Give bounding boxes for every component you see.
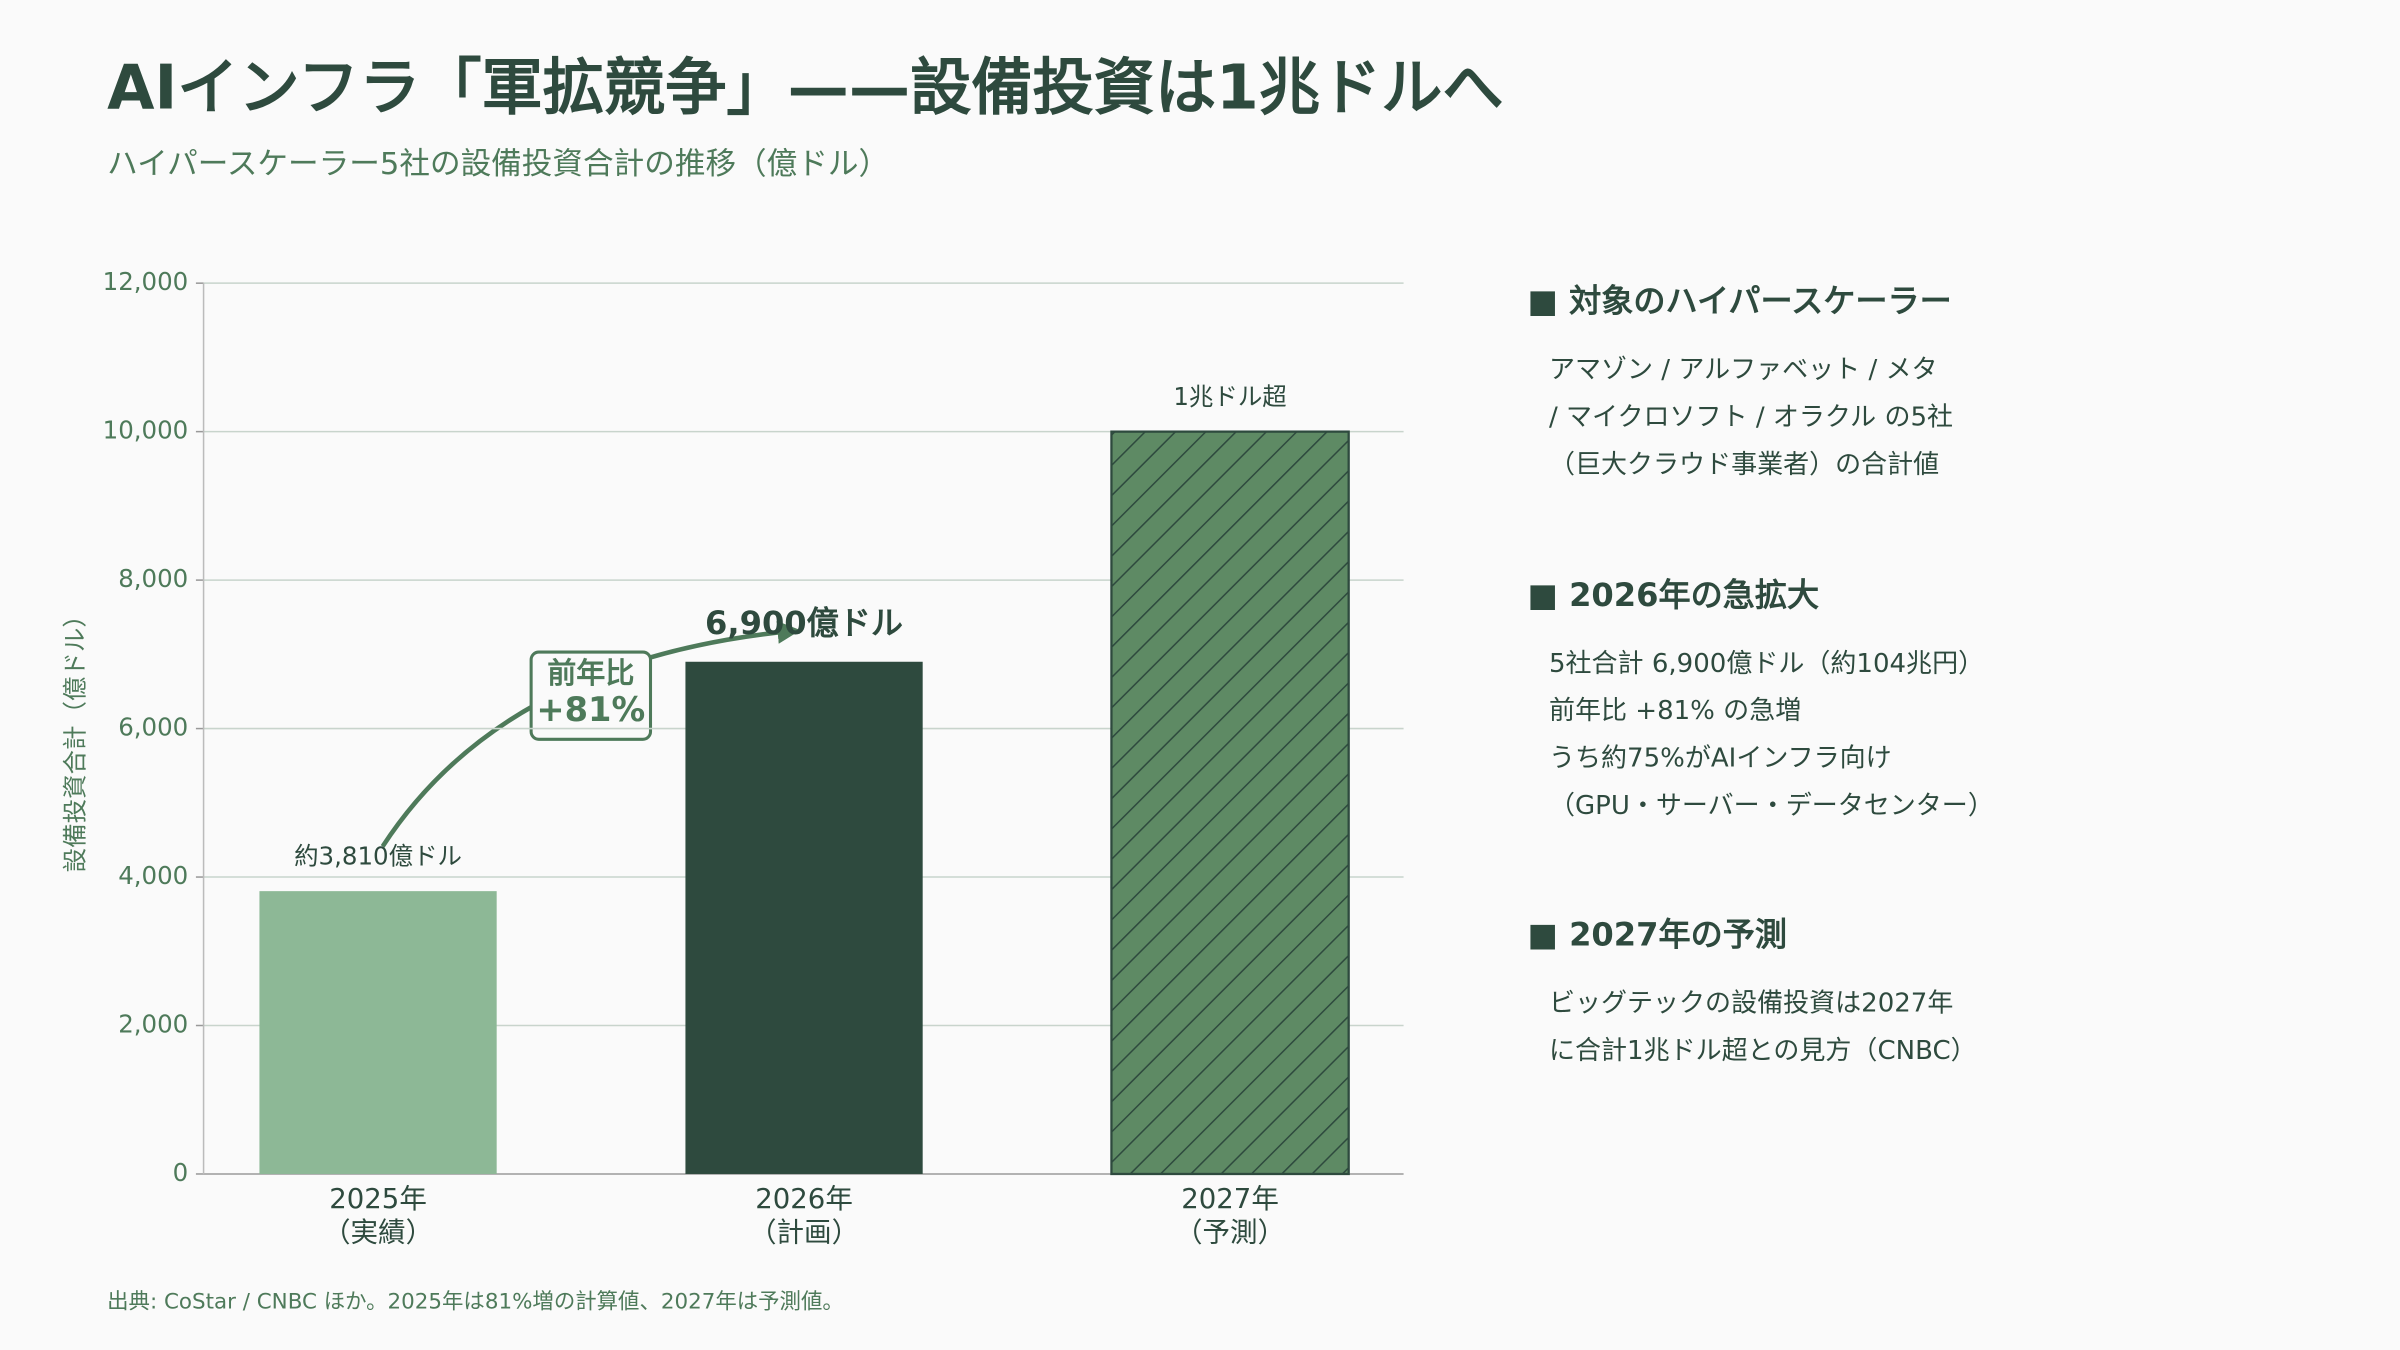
section-line: ビッグテックの設備投資は2027年 [1549,989,1953,1019]
x-tick-label: （実績） [323,1217,433,1249]
value-label: 1兆ドル超 [1173,382,1286,411]
value-label: 6,900億ドル [705,604,903,642]
bar [1110,430,1350,1176]
y-tick-label: 10,000 [103,416,189,445]
x-tick-label: （予測） [1175,1217,1285,1249]
x-tick-label: （計画） [749,1217,859,1249]
section-line: 5社合計 6,900億ドル（約104兆円） [1549,649,1984,679]
y-tick-label: 6,000 [118,713,188,742]
y-tick-label: 4,000 [118,861,188,890]
section-line: うち約75%がAIインフラ向け [1549,744,1892,774]
footer-source: 出典: CoStar / CNBC ほか。2025年は81%増の計算値、2027… [107,1290,844,1315]
section-line: 前年比 +81% の急増 [1549,696,1801,726]
section-line: / マイクロソフト / オラクル の5社 [1549,402,1953,432]
section-line: に合計1兆ドル超との見方（CNBC） [1549,1036,1977,1066]
y-axis-label: 設備投資合計（億ドル） [61,603,90,872]
section-line: （GPU・サーバー・データセンター） [1549,791,1994,821]
bar [259,891,497,1174]
annotation-box [529,650,653,741]
chart-title: AIインフラ「軍拡競争」——設備投資は1兆ドルへ [107,52,1504,123]
annotation-text: +81% [536,690,645,729]
section-line: （巨大クラウド事業者）の合計値 [1549,450,1939,480]
section-line: アマゾン / アルファベット / メタ [1549,355,1938,385]
section-heading: ■ 対象のハイパースケーラー [1528,282,1952,320]
y-tick-label: 12,000 [103,267,189,296]
section-heading: ■ 2026年の急拡大 [1528,576,1820,614]
x-tick-label: 2025年 [329,1183,427,1215]
y-tick-label: 0 [173,1158,189,1187]
bar [685,661,923,1174]
y-tick-label: 2,000 [118,1010,188,1039]
y-tick-label: 8,000 [118,564,188,593]
chart-subtitle: ハイパースケーラー5社の設備投資合計の推移（億ドル） [107,147,889,182]
section-heading: ■ 2027年の予測 [1528,916,1787,954]
x-tick-label: 2026年 [755,1183,853,1215]
annotation-text: 前年比 [547,656,634,690]
value-label: 約3,810億ドル [294,841,462,870]
x-tick-label: 2027年 [1181,1183,1279,1215]
